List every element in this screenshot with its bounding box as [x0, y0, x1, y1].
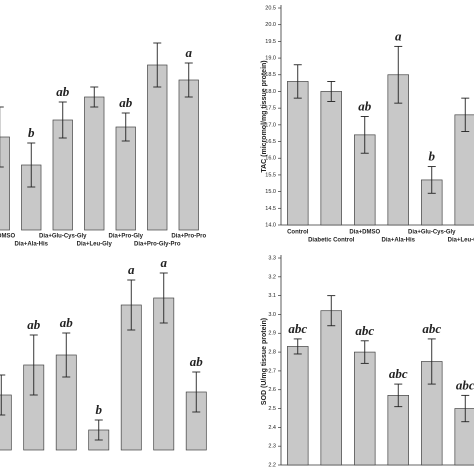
significance-label: a	[161, 255, 168, 270]
y-tick-label: 3.1	[268, 293, 276, 299]
y-tick-label: 18.0	[265, 89, 276, 95]
x-tick-label: Control	[287, 230, 309, 236]
y-tick-label: 14.5	[265, 206, 276, 212]
y-tick-label: 2.7	[268, 368, 276, 374]
y-axis-title: TAC (micromol/mg tissue protein)	[261, 60, 268, 172]
x-tick-label: Dia+Pro-Gly	[108, 234, 143, 240]
x-tick-label: Dia+Glu-Cys-Gly	[39, 234, 87, 240]
x-tick-label: Dia+DMSO	[0, 234, 16, 240]
significance-label: abc	[422, 321, 441, 336]
y-tick-label: 2.3	[268, 444, 276, 450]
x-tick-label: Diabetic Control	[308, 238, 355, 244]
x-tick-label: Dia+Pro-Pro	[171, 234, 206, 240]
x-tick-label: Dia+Ala-His	[14, 242, 48, 248]
y-tick-label: 16.0	[265, 156, 276, 162]
x-tick-label: Dia+Pro-Gly-Pro	[134, 242, 181, 248]
bar	[178, 79, 199, 231]
significance-label: b	[429, 149, 436, 164]
y-tick-label: 19.5	[265, 39, 276, 45]
significance-label: abc	[456, 377, 474, 392]
significance-label: ab	[27, 317, 41, 332]
significance-label: ab	[60, 315, 74, 330]
y-tick-label: 3.0	[268, 312, 276, 318]
y-tick-label: 17.5	[265, 106, 276, 112]
bar	[287, 346, 309, 466]
y-tick-label: 20.0	[265, 22, 276, 28]
significance-label: b	[28, 125, 35, 140]
significance-label: a	[128, 262, 135, 277]
y-tick-label: 2.4	[268, 425, 276, 431]
significance-label: a	[186, 45, 193, 60]
x-tick-label: Dia+Leu-Gly	[448, 238, 474, 244]
x-tick-label: Dia+Ala-His	[381, 238, 415, 244]
significance-label: ab	[358, 98, 372, 113]
bar	[354, 351, 376, 466]
significance-label: ab	[56, 84, 70, 99]
y-tick-label: 3.2	[268, 274, 276, 280]
x-tick-label: Dia+Glu-Cys-Gly	[408, 230, 456, 236]
bar	[320, 310, 342, 466]
y-tick-label: 15.5	[265, 172, 276, 178]
significance-label: abc	[288, 321, 307, 336]
bar	[115, 126, 136, 231]
y-tick-label: 2.5	[268, 406, 276, 412]
significance-label: b	[96, 402, 103, 417]
bar	[287, 81, 309, 226]
bar	[147, 64, 168, 231]
y-tick-label: 2.2	[268, 462, 276, 468]
y-tick-label: 15.0	[265, 189, 276, 195]
significance-label: ab	[119, 95, 133, 110]
y-tick-label: 16.5	[265, 139, 276, 145]
y-tick-label: 18.5	[265, 72, 276, 78]
x-tick-label: Dia+DMSO	[349, 230, 380, 236]
x-tick-label: Dia+Leu-Gly	[77, 242, 113, 248]
y-tick-label: 19.0	[265, 56, 276, 62]
y-tick-label: 3.3	[268, 255, 276, 261]
y-tick-label: 2.6	[268, 387, 276, 393]
y-tick-label: 2.8	[268, 350, 276, 356]
bar	[320, 91, 342, 226]
y-tick-label: 14.0	[265, 222, 276, 228]
y-tick-label: 17.0	[265, 122, 276, 128]
significance-label: abc	[355, 323, 374, 338]
y-axis-title: SOD (U/mg tissue protein)	[261, 318, 268, 405]
y-tick-label: 20.5	[265, 5, 276, 11]
bar	[0, 136, 10, 231]
bar	[84, 96, 105, 231]
bar	[454, 408, 474, 466]
significance-label: a	[395, 28, 402, 43]
significance-label: abc	[389, 366, 408, 381]
significance-label: ab	[190, 354, 204, 369]
y-tick-label: 2.9	[268, 331, 276, 337]
